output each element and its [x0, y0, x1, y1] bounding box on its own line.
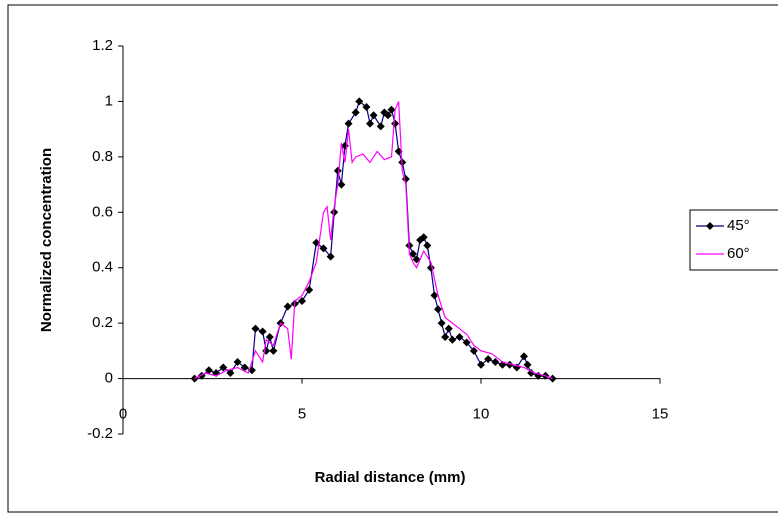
data-point	[226, 369, 235, 378]
legend-label: 45°	[727, 217, 750, 234]
data-point	[387, 105, 396, 114]
data-point	[527, 369, 536, 378]
data-point	[333, 166, 342, 175]
x-tick-label: 5	[298, 406, 306, 423]
data-point	[408, 249, 417, 258]
data-point	[305, 285, 314, 294]
data-point	[484, 355, 493, 364]
data-point	[462, 338, 471, 347]
data-point	[258, 327, 267, 336]
data-point	[430, 291, 439, 300]
y-tick-label: 1	[105, 92, 113, 109]
data-point	[344, 119, 353, 128]
y-tick-label: 0.6	[92, 203, 113, 220]
legend-marker	[706, 222, 714, 230]
data-point	[269, 346, 278, 355]
data-point	[419, 233, 428, 242]
data-point	[219, 363, 228, 372]
data-point	[337, 180, 346, 189]
data-point	[369, 111, 378, 120]
data-point	[444, 324, 453, 333]
data-point	[434, 305, 443, 314]
y-tick-label: 0.8	[92, 148, 113, 165]
data-point	[448, 335, 457, 344]
legend-box	[689, 209, 778, 271]
data-point	[423, 241, 432, 250]
data-point	[455, 333, 464, 341]
y-tick-label: -0.2	[87, 425, 113, 442]
data-point	[391, 119, 400, 128]
data-point	[251, 324, 260, 333]
data-point	[469, 346, 478, 355]
data-point	[376, 122, 385, 131]
x-tick-label: 10	[473, 406, 490, 423]
data-point	[491, 357, 500, 366]
y-tick-label: 1.2	[92, 37, 113, 54]
series-line	[194, 101, 553, 380]
data-point	[326, 252, 335, 261]
data-point	[204, 366, 213, 375]
data-point	[355, 97, 364, 106]
data-point	[437, 319, 446, 328]
data-point	[383, 111, 392, 120]
x-tick-label: 0	[119, 406, 127, 423]
y-tick-label: 0.2	[92, 314, 113, 331]
data-point	[265, 333, 274, 341]
data-point	[477, 360, 485, 369]
y-axis-label: Normalized concentration	[38, 148, 55, 332]
data-point	[351, 108, 360, 117]
data-point	[519, 352, 528, 361]
data-point	[319, 244, 328, 253]
data-point	[233, 357, 242, 366]
y-tick-label: 0.4	[92, 259, 113, 276]
chart-border	[7, 4, 778, 513]
y-tick-label: 0	[105, 370, 113, 387]
data-point	[298, 296, 306, 305]
data-point	[441, 333, 450, 341]
legend-label: 60°	[727, 245, 750, 262]
data-point	[283, 302, 292, 311]
data-point	[412, 255, 421, 264]
data-point	[366, 119, 375, 128]
data-point	[523, 360, 532, 369]
x-tick-label: 15	[652, 406, 669, 423]
x-axis-label: Radial distance (mm)	[315, 469, 466, 486]
data-point	[362, 102, 371, 111]
